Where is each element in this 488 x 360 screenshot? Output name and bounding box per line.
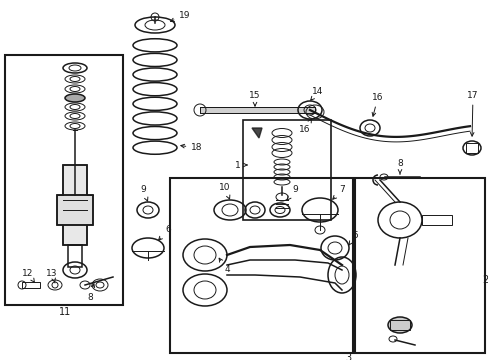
Bar (243, 120, 330, 220)
Bar (5, 55, 123, 305)
Text: 11: 11 (59, 307, 71, 317)
Text: 8: 8 (396, 159, 402, 174)
Text: 14: 14 (310, 87, 323, 100)
Text: 10: 10 (219, 184, 230, 199)
Bar (200, 107, 314, 113)
Text: 9: 9 (287, 185, 297, 200)
Text: 6: 6 (158, 225, 170, 240)
Bar (63, 165, 87, 245)
Text: 15: 15 (249, 90, 260, 106)
Text: 4: 4 (219, 258, 229, 274)
Bar (68, 245, 82, 267)
Text: 17: 17 (467, 90, 478, 136)
Text: 13: 13 (46, 269, 58, 283)
Text: 16: 16 (371, 93, 383, 116)
Bar (421, 215, 451, 225)
Bar (354, 178, 484, 353)
Bar (22, 282, 40, 288)
Bar (57, 195, 93, 225)
Ellipse shape (65, 94, 85, 102)
Text: 9: 9 (140, 185, 147, 201)
Text: 12: 12 (22, 269, 35, 283)
Text: 3: 3 (344, 353, 350, 360)
Text: 16: 16 (299, 119, 311, 135)
Text: 5: 5 (348, 231, 357, 246)
Text: 1: 1 (235, 161, 246, 170)
Bar (389, 320, 409, 330)
Polygon shape (251, 128, 262, 138)
Bar (63, 165, 87, 245)
Bar (200, 107, 314, 113)
Bar (170, 178, 352, 353)
Text: 8: 8 (87, 284, 95, 302)
Text: 2: 2 (481, 275, 487, 285)
Bar (465, 143, 477, 153)
Bar (57, 195, 93, 225)
Ellipse shape (387, 317, 411, 333)
Text: 18: 18 (181, 144, 203, 153)
Text: 7: 7 (332, 185, 344, 199)
Text: 19: 19 (170, 10, 190, 22)
